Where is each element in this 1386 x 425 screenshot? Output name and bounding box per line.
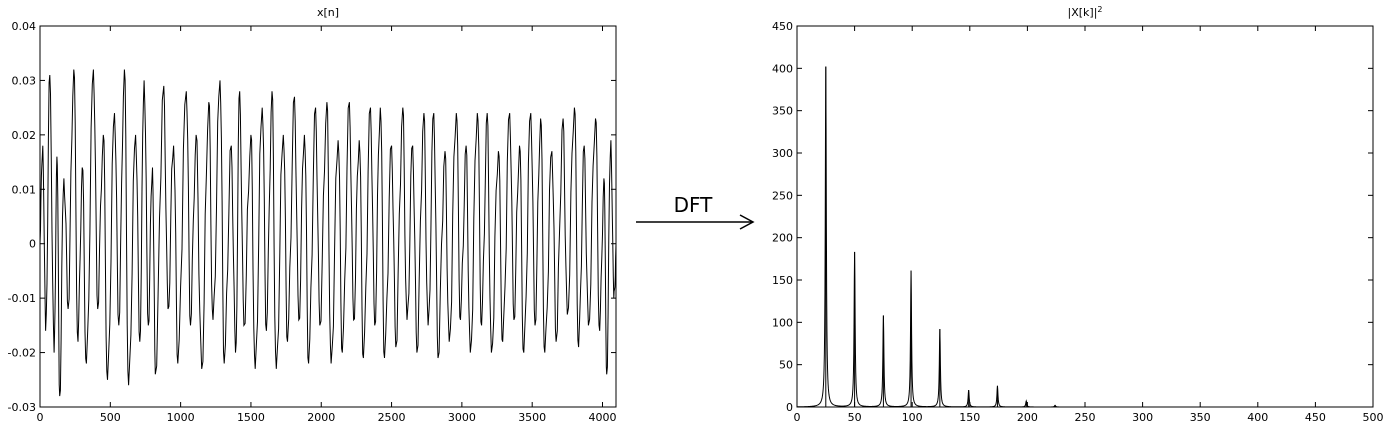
spectrum-xtick-label: 500: [1363, 411, 1384, 424]
spectrum-ytick-label: 400: [772, 62, 793, 75]
spectrum-xtick-label: 250: [1075, 411, 1096, 424]
signal-xtick-label: 3500: [518, 411, 546, 424]
spectrum-chart-title: |X[k]|2: [1068, 5, 1103, 20]
spectrum-xtick-label: 100: [902, 411, 923, 424]
spectrum-xtick-label: 200: [1017, 411, 1038, 424]
signal-xtick-label: 2000: [307, 411, 335, 424]
signal-ytick-label: 0.01: [12, 183, 37, 196]
spectrum-xtick-label: 400: [1247, 411, 1268, 424]
spectrum-plot-area: [796, 25, 1374, 408]
signal-ytick-label: 0.02: [12, 129, 37, 142]
spectrum-ytick-label: 300: [772, 147, 793, 160]
spectrum-ytick-label: 450: [772, 20, 793, 33]
signal-ytick-label: 0.03: [12, 74, 37, 87]
signal-xtick-label: 3000: [448, 411, 476, 424]
dft-label: DFT: [674, 193, 714, 217]
spectrum-axis-ticks: 0 50 100 150 200 250 300 350 400 450 500 0 50 100 150 2…: [772, 20, 1384, 424]
signal-ytick-label: -0.01: [8, 292, 36, 305]
spectrum-xtick-label: 450: [1305, 411, 1326, 424]
signal-xtick-label: 1500: [237, 411, 265, 424]
spectrum-series-line: [796, 66, 1373, 408]
spectrum-chart: |X[k]|2 0 50 100 150 200 250 300 350 400 450 500 0 5…: [772, 5, 1384, 425]
signal-xtick-label: 4000: [589, 411, 617, 424]
spectrum-ytick-label: 0: [786, 401, 793, 414]
signal-xtick-label: 2500: [378, 411, 406, 424]
signal-ytick-label: 0: [29, 238, 36, 251]
spectrum-xtick-label: 50: [848, 411, 862, 424]
dft-arrow: DFT: [636, 193, 755, 230]
spectrum-ytick-label: 100: [772, 316, 793, 329]
spectrum-xtick-label: 0: [794, 411, 801, 424]
spectrum-xtick-label: 350: [1190, 411, 1211, 424]
spectrum-title-text: |X[k]|: [1068, 6, 1098, 19]
spectrum-title-superscript: 2: [1097, 5, 1102, 14]
signal-plot-area: [39, 25, 617, 408]
signal-axis-ticks: 0 500 1000 1500 2000 2500 3000 3500 4000 -0.03 -0.…: [8, 20, 617, 424]
signal-chart: x[n] 0 500 1000 1500 2000 2500 3000 3500 4000 -0.…: [8, 6, 617, 424]
signal-xtick-label: 1000: [167, 411, 195, 424]
signal-chart-title: x[n]: [317, 6, 339, 19]
spectrum-ytick-label: 200: [772, 232, 793, 245]
signal-xtick-label: 500: [100, 411, 121, 424]
arrow-head-icon: [739, 214, 755, 230]
spectrum-xtick-label: 300: [1132, 411, 1153, 424]
signal-ytick-label: 0.04: [12, 20, 37, 33]
spectrum-ytick-label: 50: [779, 359, 793, 372]
signal-ytick-label: -0.03: [8, 401, 36, 414]
signal-xtick-label: 0: [37, 411, 44, 424]
spectrum-ytick-label: 350: [772, 105, 793, 118]
spectrum-xtick-label: 150: [959, 411, 980, 424]
spectrum-ytick-label: 150: [772, 274, 793, 287]
signal-ytick-label: -0.02: [8, 347, 36, 360]
signal-series-line: [39, 69, 617, 397]
spectrum-ytick-label: 250: [772, 189, 793, 202]
